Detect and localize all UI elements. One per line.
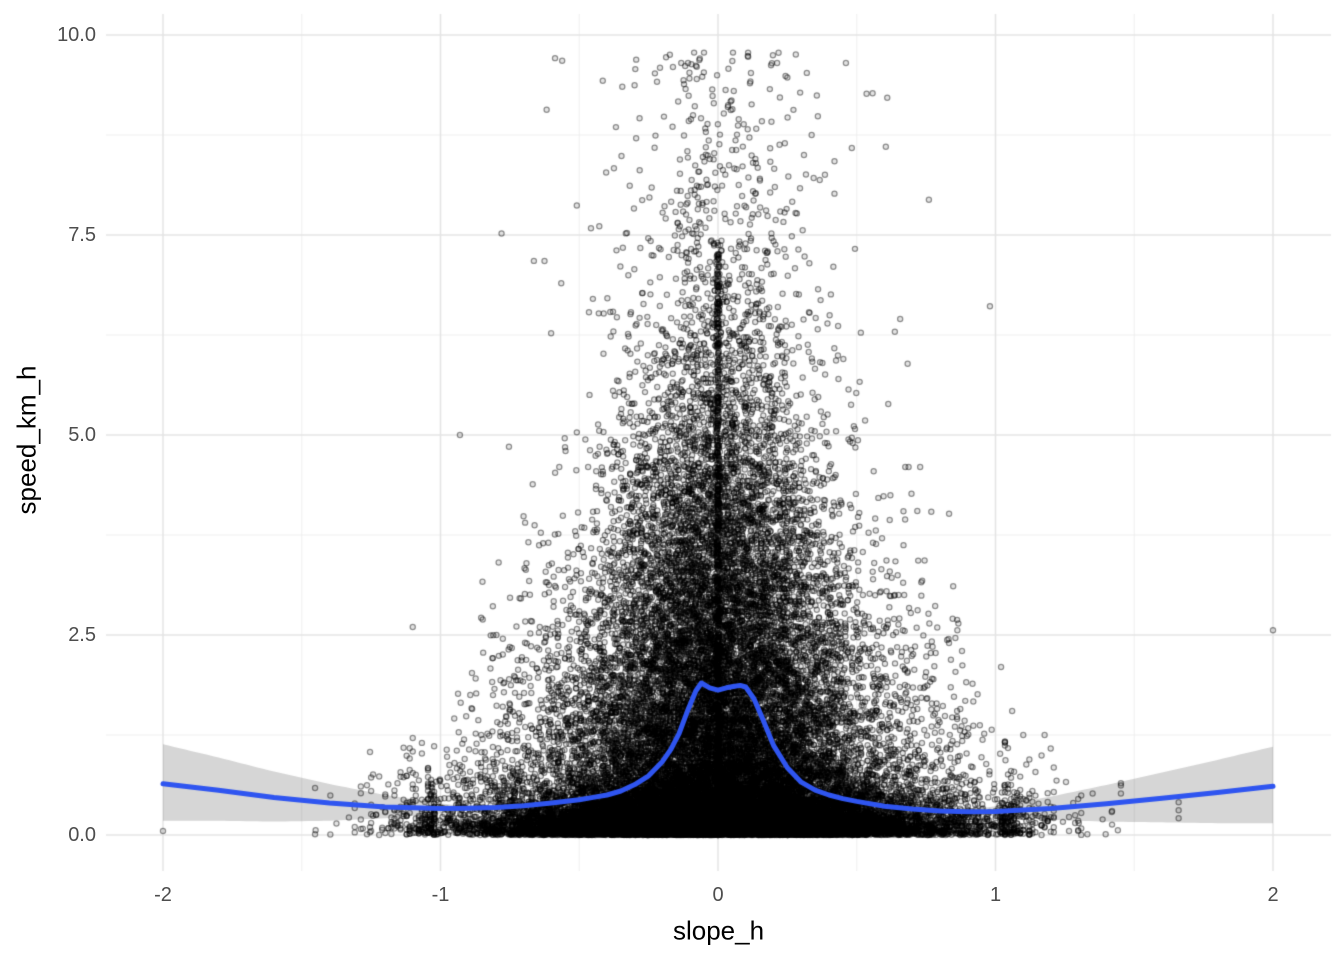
plot-canvas bbox=[0, 0, 1344, 960]
ggplot-figure: 0.0 2.5 5.0 7.5 10.0 -2 -1 0 1 2 slope_h speed_km… bbox=[0, 0, 1344, 960]
